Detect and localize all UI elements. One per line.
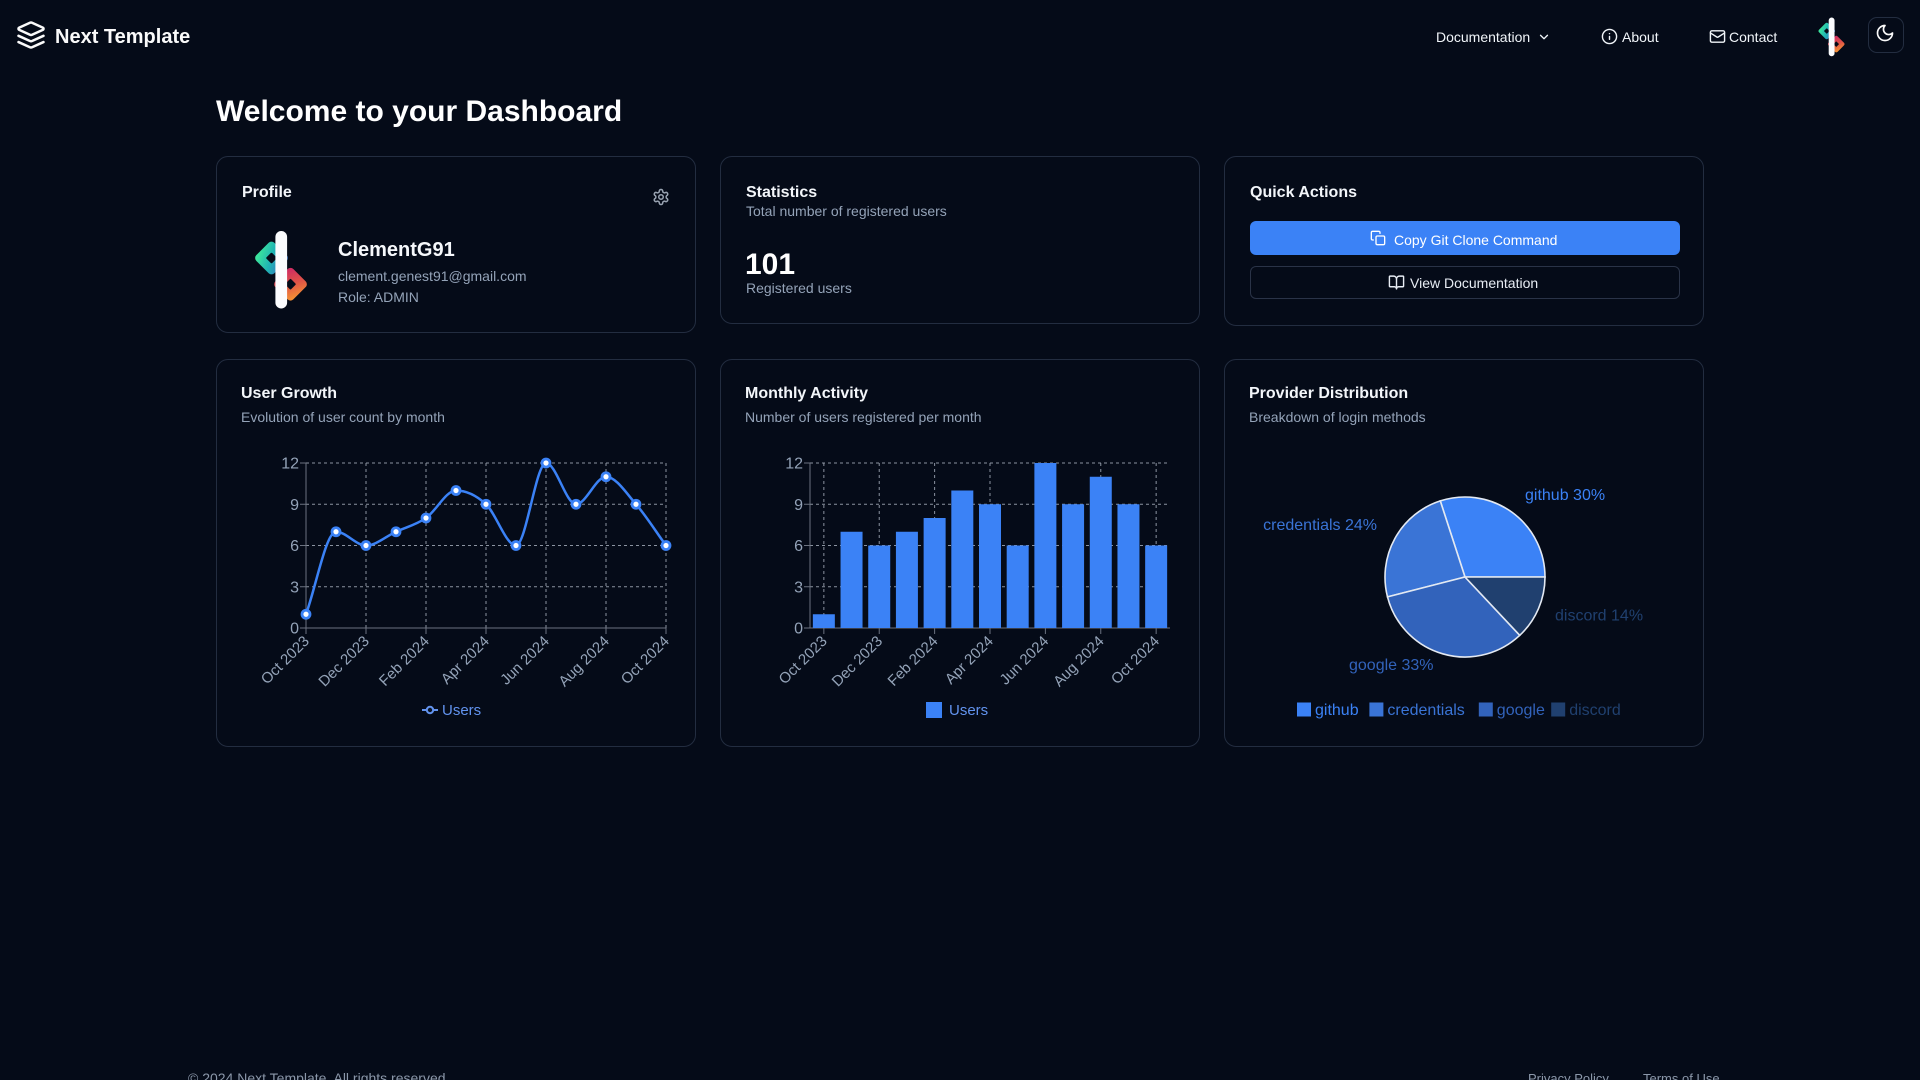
svg-text:3: 3 <box>794 579 803 596</box>
svg-text:9: 9 <box>794 497 803 514</box>
svg-text:Aug 2024: Aug 2024 <box>555 633 612 690</box>
svg-text:3: 3 <box>290 579 299 596</box>
svg-text:Users: Users <box>442 702 481 719</box>
svg-text:Feb 2024: Feb 2024 <box>885 633 942 690</box>
svg-text:Oct 2024: Oct 2024 <box>1108 633 1163 688</box>
svg-text:Dec 2023: Dec 2023 <box>829 633 886 690</box>
svg-text:Oct 2024: Oct 2024 <box>618 633 673 688</box>
svg-text:6: 6 <box>794 538 803 555</box>
svg-text:6: 6 <box>290 538 299 555</box>
svg-text:google: google <box>1497 702 1545 719</box>
svg-text:discord 14%: discord 14% <box>1555 607 1643 624</box>
svg-text:0: 0 <box>794 621 803 638</box>
svg-text:Dec 2023: Dec 2023 <box>315 633 372 690</box>
svg-text:github: github <box>1315 702 1359 719</box>
svg-text:Jun 2024: Jun 2024 <box>997 633 1053 689</box>
svg-text:google 33%: google 33% <box>1349 657 1434 674</box>
svg-text:discord: discord <box>1569 702 1621 719</box>
svg-text:Aug 2024: Aug 2024 <box>1050 633 1107 690</box>
svg-text:credentials: credentials <box>1387 702 1464 719</box>
svg-text:12: 12 <box>281 456 299 473</box>
svg-text:Oct 2023: Oct 2023 <box>776 633 831 688</box>
svg-text:9: 9 <box>290 497 299 514</box>
svg-text:Apr 2024: Apr 2024 <box>942 633 997 688</box>
svg-text:Feb 2024: Feb 2024 <box>376 633 433 690</box>
svg-text:github 30%: github 30% <box>1525 487 1605 504</box>
svg-text:Apr 2024: Apr 2024 <box>438 633 493 688</box>
svg-text:0: 0 <box>290 621 299 638</box>
svg-text:credentials 24%: credentials 24% <box>1263 517 1377 534</box>
svg-text:Jun 2024: Jun 2024 <box>497 633 553 689</box>
svg-text:Users: Users <box>949 702 988 719</box>
svg-text:12: 12 <box>785 456 803 473</box>
svg-text:Oct 2023: Oct 2023 <box>258 633 313 688</box>
